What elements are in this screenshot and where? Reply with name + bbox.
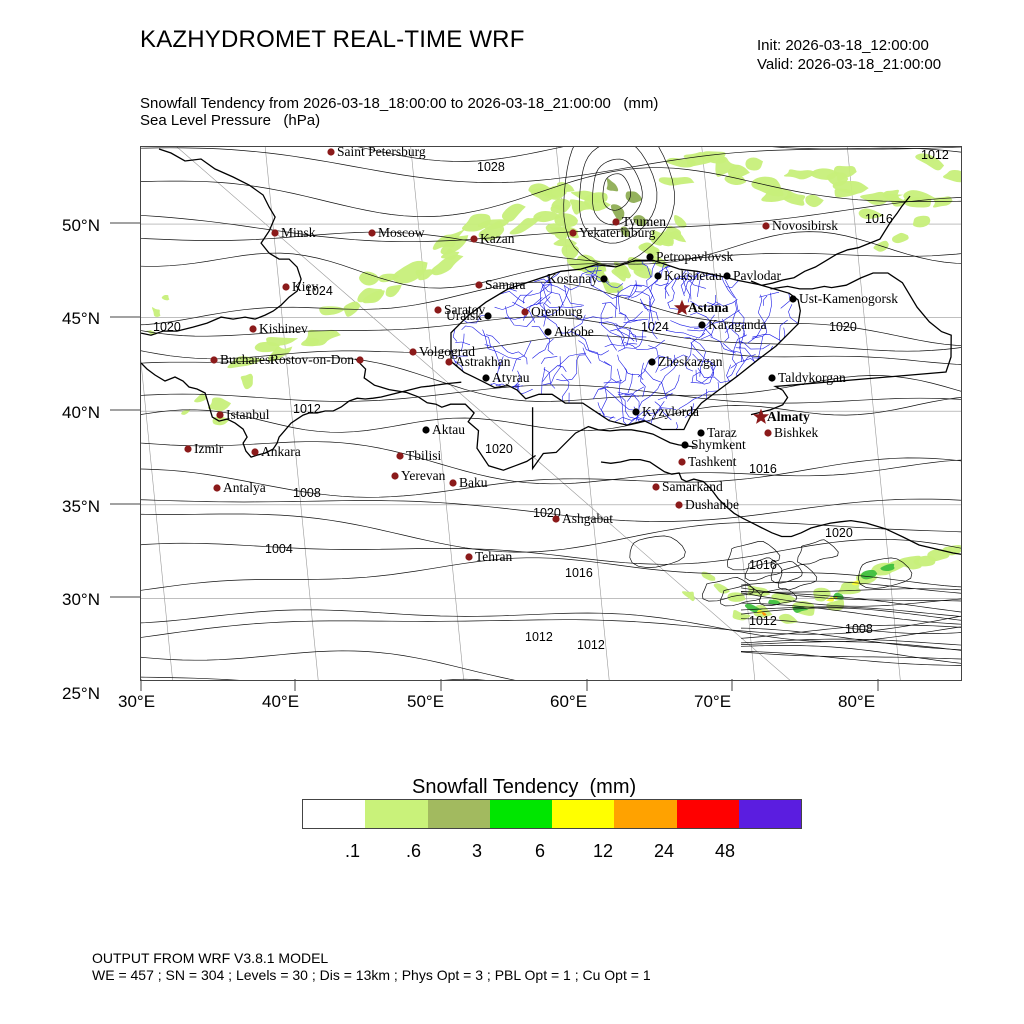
- svg-text:Tehran: Tehran: [475, 549, 513, 564]
- svg-text:1012: 1012: [577, 638, 605, 652]
- svg-text:Baku: Baku: [459, 475, 488, 490]
- svg-text:1016: 1016: [565, 566, 593, 580]
- svg-text:Shymkent: Shymkent: [691, 437, 746, 452]
- svg-text:1012: 1012: [525, 630, 553, 644]
- svg-text:Izmir: Izmir: [194, 441, 224, 456]
- svg-text:1016: 1016: [749, 558, 777, 572]
- svg-text:Dushanbe: Dushanbe: [685, 497, 739, 512]
- svg-text:1020: 1020: [485, 442, 513, 456]
- svg-text:Kiev: Kiev: [292, 279, 318, 294]
- svg-text:Saint Petersburg: Saint Petersburg: [337, 147, 426, 159]
- svg-text:Tbilisi: Tbilisi: [406, 448, 442, 463]
- svg-text:Bishkek: Bishkek: [774, 425, 819, 440]
- svg-text:Pavlodar: Pavlodar: [733, 268, 781, 283]
- svg-text:1012: 1012: [749, 614, 777, 628]
- svg-text:Astana: Astana: [688, 300, 729, 315]
- svg-text:Moscow: Moscow: [378, 225, 425, 240]
- svg-text:Karaganda: Karaganda: [708, 317, 766, 332]
- svg-text:1008: 1008: [293, 486, 321, 500]
- svg-text:1024: 1024: [641, 320, 669, 334]
- svg-text:Aktobe: Aktobe: [554, 324, 594, 339]
- svg-text:Orenburg: Orenburg: [531, 304, 583, 319]
- svg-text:1020: 1020: [825, 526, 853, 540]
- svg-text:1012: 1012: [921, 148, 949, 162]
- svg-text:Tyumen: Tyumen: [622, 214, 666, 229]
- svg-text:Kokshetau: Kokshetau: [664, 268, 722, 283]
- svg-text:1020: 1020: [153, 320, 181, 334]
- svg-text:Tashkent: Tashkent: [688, 454, 737, 469]
- svg-text:Kishinev: Kishinev: [259, 321, 308, 336]
- svg-text:Kyzylorda: Kyzylorda: [642, 404, 699, 419]
- svg-text:Almaty: Almaty: [767, 409, 810, 424]
- svg-text:Kazan: Kazan: [480, 231, 515, 246]
- svg-text:Aktau: Aktau: [432, 422, 465, 437]
- svg-text:Antalya: Antalya: [223, 480, 266, 495]
- svg-text:Uralsk: Uralsk: [446, 308, 482, 323]
- svg-text:Atyrau: Atyrau: [492, 370, 530, 385]
- svg-text:Minsk: Minsk: [281, 225, 316, 240]
- svg-text:1028: 1028: [477, 160, 505, 174]
- svg-text:Yerevan: Yerevan: [401, 468, 446, 483]
- svg-text:1016: 1016: [749, 462, 777, 476]
- svg-text:1008: 1008: [845, 622, 873, 636]
- svg-text:Rostov-on-Don: Rostov-on-Don: [270, 352, 354, 367]
- svg-text:Taldykorgan: Taldykorgan: [778, 370, 846, 385]
- svg-text:Zheskazgan: Zheskazgan: [658, 354, 723, 369]
- svg-text:1004: 1004: [265, 542, 293, 556]
- svg-text:Kostanay: Kostanay: [547, 271, 598, 286]
- svg-text:Samara: Samara: [485, 277, 525, 292]
- svg-text:Istanbul: Istanbul: [226, 407, 270, 422]
- svg-text:Petropavlovsk: Petropavlovsk: [656, 249, 733, 264]
- svg-text:Novosibirsk: Novosibirsk: [772, 218, 838, 233]
- svg-text:Ust-Kamenogorsk: Ust-Kamenogorsk: [799, 291, 898, 306]
- svg-text:Astrakhan: Astrakhan: [455, 354, 511, 369]
- svg-text:1020: 1020: [829, 320, 857, 334]
- svg-text:Ashgabat: Ashgabat: [562, 511, 613, 526]
- svg-text:Ankara: Ankara: [261, 444, 301, 459]
- svg-text:Bucharest: Bucharest: [220, 352, 274, 367]
- svg-text:Samarkand: Samarkand: [662, 479, 723, 494]
